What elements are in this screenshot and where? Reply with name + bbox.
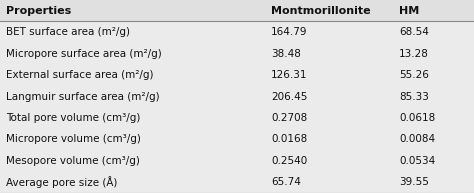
Text: Montmorillonite: Montmorillonite: [271, 6, 371, 16]
Text: Mesopore volume (cm³/g): Mesopore volume (cm³/g): [6, 156, 139, 166]
Text: 0.0618: 0.0618: [399, 113, 435, 123]
Text: 126.31: 126.31: [271, 70, 308, 80]
Text: 0.2708: 0.2708: [271, 113, 307, 123]
Text: Micropore surface area (m²/g): Micropore surface area (m²/g): [6, 49, 162, 59]
Bar: [0, 172, 474, 193]
Text: 13.28: 13.28: [399, 49, 429, 59]
Bar: [0, 64, 474, 86]
Text: 206.45: 206.45: [271, 91, 308, 102]
Text: External surface area (m²/g): External surface area (m²/g): [6, 70, 153, 80]
Text: Total pore volume (cm³/g): Total pore volume (cm³/g): [6, 113, 140, 123]
Text: 85.33: 85.33: [399, 91, 429, 102]
Text: 38.48: 38.48: [271, 49, 301, 59]
Bar: [0, 0, 474, 21]
Bar: [0, 129, 474, 150]
Text: 39.55: 39.55: [399, 177, 429, 187]
Text: BET surface area (m²/g): BET surface area (m²/g): [6, 27, 130, 37]
Text: HM: HM: [399, 6, 419, 16]
Text: Properties: Properties: [6, 6, 71, 16]
Text: 164.79: 164.79: [271, 27, 308, 37]
Bar: [0, 107, 474, 129]
Text: 65.74: 65.74: [271, 177, 301, 187]
Text: Micropore volume (cm³/g): Micropore volume (cm³/g): [6, 134, 141, 144]
Text: Average pore size (Å): Average pore size (Å): [6, 176, 117, 188]
Bar: [0, 86, 474, 107]
Text: 0.0534: 0.0534: [399, 156, 435, 166]
Bar: [0, 21, 474, 43]
Bar: [0, 43, 474, 64]
Bar: [0, 150, 474, 172]
Text: 0.0168: 0.0168: [271, 134, 307, 144]
Text: 68.54: 68.54: [399, 27, 429, 37]
Text: Langmuir surface area (m²/g): Langmuir surface area (m²/g): [6, 91, 159, 102]
Text: 0.2540: 0.2540: [271, 156, 307, 166]
Text: 0.0084: 0.0084: [399, 134, 435, 144]
Text: 55.26: 55.26: [399, 70, 429, 80]
